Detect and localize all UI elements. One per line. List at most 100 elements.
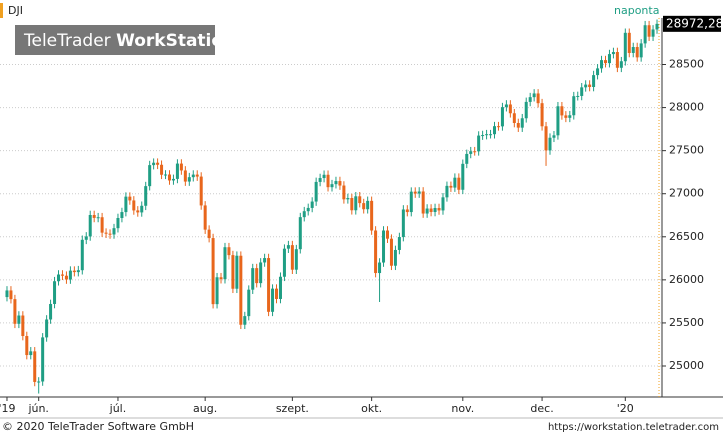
- candle-body: [21, 315, 25, 337]
- x-tick-label: '19: [0, 402, 15, 415]
- candle-body: [552, 135, 556, 138]
- candle-body: [9, 290, 13, 300]
- candle-body: [144, 186, 148, 206]
- candle-body: [596, 68, 600, 76]
- candle-body: [374, 230, 378, 274]
- candle-body: [282, 248, 286, 277]
- last-price-box: [663, 15, 721, 32]
- candle-body: [49, 303, 53, 320]
- candle-body: [540, 103, 544, 127]
- candle-body: [401, 209, 405, 238]
- candle-body: [445, 185, 449, 198]
- candle-body: [473, 151, 477, 153]
- candle-body: [29, 351, 33, 356]
- candle-body: [453, 177, 457, 188]
- candle-body: [362, 203, 366, 210]
- candle-body: [461, 163, 465, 190]
- candle-body: [275, 288, 279, 299]
- candle-body: [378, 262, 382, 274]
- candle-body: [354, 196, 358, 211]
- candle-body: [619, 61, 623, 68]
- candle-body: [643, 25, 647, 44]
- candle-body: [532, 93, 536, 98]
- x-tick-label: okt.: [361, 402, 382, 415]
- candle-body: [88, 214, 92, 237]
- candle-body: [302, 211, 306, 218]
- candle-body: [68, 270, 72, 280]
- candle-body: [84, 236, 88, 240]
- candle-body: [255, 268, 259, 284]
- candle-body: [366, 200, 370, 210]
- logo-box: [15, 25, 215, 55]
- candle-body: [290, 245, 294, 270]
- candle-body: [187, 177, 191, 182]
- candle-body: [429, 208, 433, 212]
- candle-body: [350, 198, 354, 211]
- candle-body: [298, 217, 302, 250]
- candle-body: [60, 274, 64, 276]
- candle-body: [485, 134, 489, 136]
- candle-body: [227, 247, 231, 256]
- candle-body: [615, 52, 619, 68]
- candle-body: [41, 337, 45, 382]
- y-tick-label: 27000: [669, 187, 704, 200]
- candle-body: [223, 247, 227, 280]
- candle-body: [580, 87, 584, 96]
- candle-body: [564, 115, 568, 118]
- candle-body: [647, 25, 651, 37]
- candle-body: [33, 351, 37, 382]
- x-tick-label: jún.: [27, 402, 49, 415]
- footer-url: https://workstation.teletrader.com: [548, 422, 719, 433]
- candle-body: [191, 174, 195, 178]
- candle-body: [76, 270, 80, 273]
- candle-body: [128, 196, 132, 201]
- candle-body: [175, 163, 179, 179]
- candle-body: [235, 255, 239, 289]
- y-tick-label: 27500: [669, 144, 704, 157]
- candle-body: [124, 196, 128, 213]
- candle-body: [64, 275, 68, 280]
- candle-body: [548, 137, 552, 151]
- candle-body: [259, 262, 263, 284]
- candle-body: [211, 238, 215, 305]
- candle-body: [481, 135, 485, 137]
- candle-body: [600, 60, 604, 69]
- symbol-title: DJI: [8, 4, 23, 17]
- candle-body: [504, 104, 508, 108]
- x-tick-label: dec.: [530, 402, 553, 415]
- candle-body: [45, 319, 49, 338]
- candle-body: [318, 178, 322, 182]
- candle-body: [112, 228, 116, 235]
- candle-body: [465, 153, 469, 164]
- candle-body: [306, 207, 310, 212]
- candle-body: [171, 178, 175, 181]
- candle-body: [116, 218, 120, 229]
- candle-body: [203, 205, 207, 230]
- candle-body: [457, 177, 461, 190]
- x-tick-label: aug.: [193, 402, 217, 415]
- candle-body: [385, 230, 389, 239]
- candle-body: [334, 181, 338, 185]
- candle-body: [247, 289, 251, 317]
- candle-body: [271, 288, 275, 312]
- candle-body: [160, 164, 164, 175]
- candle-body: [286, 245, 290, 249]
- candle-body: [536, 93, 540, 104]
- candle-body: [421, 191, 425, 214]
- y-tick-label: 28500: [669, 58, 704, 71]
- x-tick-label: júl.: [109, 402, 127, 415]
- candle-body: [140, 205, 144, 213]
- period-label: naponta: [614, 4, 659, 17]
- candle-body: [512, 113, 516, 124]
- candle-body: [243, 316, 247, 325]
- last-price-label: 28972,28: [666, 16, 723, 30]
- candle-body: [37, 381, 41, 383]
- logo-text: TeleTrader WorkStation: [23, 31, 235, 51]
- candle-body: [346, 198, 350, 200]
- y-tick-label: 25500: [669, 316, 704, 329]
- candle-body: [651, 29, 655, 37]
- candle-body: [592, 75, 596, 87]
- candle-body: [584, 84, 588, 88]
- symbol-marker: [0, 3, 3, 18]
